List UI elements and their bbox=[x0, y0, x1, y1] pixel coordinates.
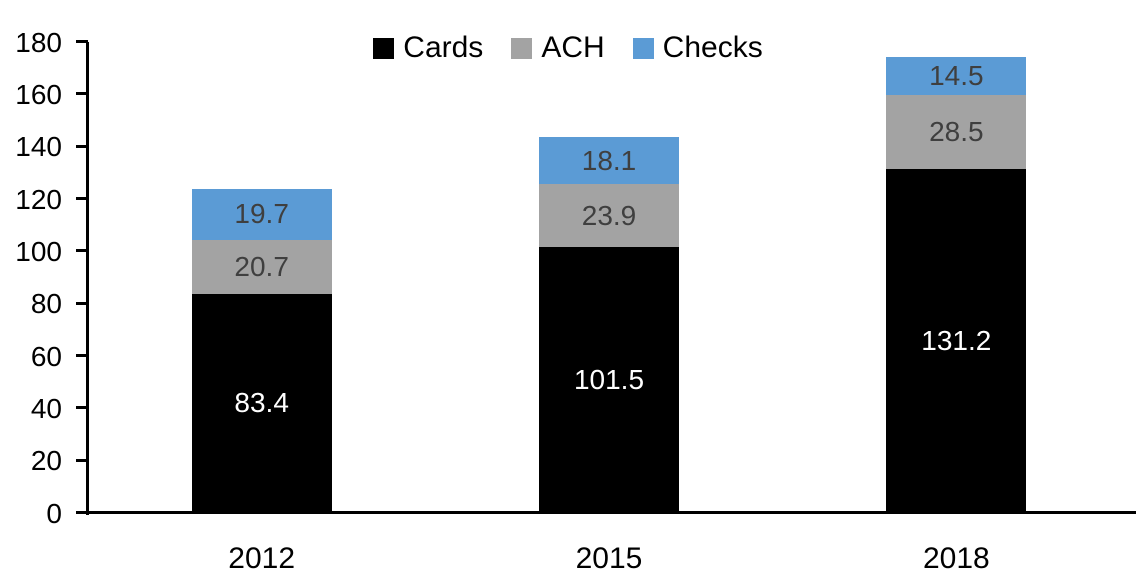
data-label-ach-2012: 20.7 bbox=[234, 251, 289, 283]
legend-label-cards: Cards bbox=[403, 31, 484, 64]
data-label-ach-2018: 28.5 bbox=[929, 115, 984, 147]
y-axis-tick bbox=[76, 511, 88, 514]
legend: Cards ACH Checks bbox=[0, 33, 1136, 63]
legend-label-ach: ACH bbox=[541, 31, 605, 64]
y-axis-tick-label: 60 bbox=[30, 340, 62, 372]
x-axis-label-2012: 2012 bbox=[228, 542, 296, 575]
y-axis-tick bbox=[76, 40, 88, 43]
bar-segment-checks-2012: 19.7 bbox=[191, 188, 332, 241]
y-axis-tick-label: 160 bbox=[15, 78, 62, 110]
y-axis-tick-label: 20 bbox=[30, 445, 62, 477]
checks-swatch-icon bbox=[632, 37, 654, 59]
y-axis-tick-label: 80 bbox=[30, 288, 62, 320]
cards-swatch-icon bbox=[373, 37, 395, 59]
ach-swatch-icon bbox=[511, 37, 533, 59]
data-label-checks-2012: 19.7 bbox=[234, 198, 289, 230]
legend-item-checks: Checks bbox=[632, 31, 763, 64]
y-axis-tick bbox=[76, 92, 88, 96]
x-axis-label-2018: 2018 bbox=[922, 542, 990, 575]
bar-segment-checks-2018: 14.5 bbox=[886, 56, 1027, 95]
x-axis-line bbox=[86, 511, 1136, 514]
y-axis-tick-label: 100 bbox=[15, 235, 62, 267]
bar-segment-cards-2015: 101.5 bbox=[539, 246, 679, 513]
data-label-cards-2018: 131.2 bbox=[921, 324, 992, 356]
y-axis-tick bbox=[76, 249, 88, 253]
bar-segment-checks-2015: 18.1 bbox=[539, 137, 679, 185]
data-label-ach-2015: 23.9 bbox=[581, 199, 637, 231]
y-axis-tick-label: 40 bbox=[30, 392, 62, 424]
y-axis-tick bbox=[76, 458, 88, 462]
bar-segment-cards-2012: 83.4 bbox=[191, 294, 332, 513]
y-axis-line bbox=[86, 41, 89, 515]
y-axis-tick-label: 0 bbox=[46, 497, 62, 529]
y-axis-tick bbox=[76, 144, 88, 148]
x-axis-label-2015: 2015 bbox=[575, 542, 643, 575]
y-axis-tick bbox=[76, 197, 88, 200]
legend-item-cards: Cards bbox=[373, 33, 483, 63]
data-label-checks-2018: 14.5 bbox=[929, 59, 984, 91]
bar-segment-ach-2012: 20.7 bbox=[191, 240, 332, 295]
legend-label-checks: Checks bbox=[662, 31, 763, 64]
y-axis-tick-label: 180 bbox=[15, 26, 62, 58]
bar-segment-ach-2015: 23.9 bbox=[539, 184, 679, 247]
data-label-cards-2012: 83.4 bbox=[234, 387, 289, 419]
y-axis-tick-label: 120 bbox=[15, 183, 62, 215]
legend-item-ach: ACH bbox=[511, 31, 605, 64]
data-label-cards-2015: 101.5 bbox=[573, 363, 645, 395]
y-axis-tick bbox=[76, 301, 88, 305]
bar-segment-ach-2018: 28.5 bbox=[886, 94, 1027, 170]
y-axis-tick-label: 140 bbox=[15, 131, 62, 163]
y-axis-tick bbox=[76, 406, 88, 410]
bar-segment-cards-2018: 131.2 bbox=[886, 169, 1027, 513]
data-label-checks-2015: 18.1 bbox=[581, 144, 637, 176]
y-axis-tick bbox=[76, 354, 88, 357]
